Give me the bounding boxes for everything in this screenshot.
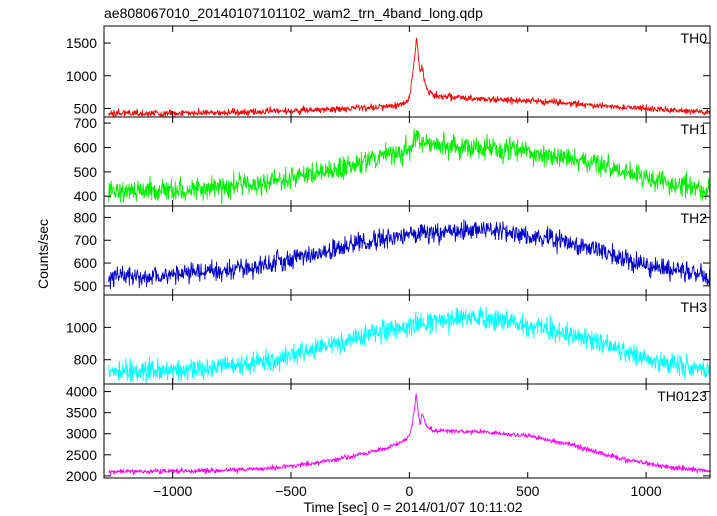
y-tick-label: 700 [74, 232, 98, 248]
y-tick-label: 400 [74, 188, 98, 204]
panel-th0: 500 1000 1500 TH0 [66, 25, 711, 118]
x-tick-label: −1000 [153, 483, 193, 499]
y-tick-label: 4000 [66, 384, 97, 400]
y-tick-label: 800 [74, 352, 98, 368]
y-tick-label: 500 [74, 278, 98, 294]
chart-panels: 500 1000 1500 TH0 400 500 600 700 TH1 500 600 700 80… [66, 25, 711, 499]
x-tick-label: 1000 [631, 483, 662, 499]
panel-label: TH0 [681, 30, 708, 46]
y-tick-label: 2500 [66, 447, 97, 463]
series-line-th0 [108, 37, 710, 117]
chart-title: ae808067010_20140107101102_wam2_trn_4ban… [104, 5, 483, 21]
panel-label: TH3 [681, 299, 708, 315]
y-tick-label: 700 [74, 115, 98, 131]
panel-frame [103, 116, 711, 207]
panel-th1: 400 500 600 700 TH1 [74, 115, 711, 207]
y-tick-label: 600 [74, 255, 98, 271]
y-tick-label: 800 [74, 209, 98, 225]
y-axis-label: Counts/sec [35, 219, 51, 289]
x-tick-label: −500 [275, 483, 307, 499]
series-line-th1 [108, 128, 710, 205]
y-tick-label: 1500 [66, 35, 97, 51]
panel-th2: 500 600 700 800 TH2 [74, 205, 711, 296]
panel-frame [103, 383, 711, 479]
y-tick-label: 3000 [66, 426, 97, 442]
x-axis-label: Time [sec] 0 = 2014/01/07 10:11:02 [303, 499, 522, 515]
y-tick-label: 500 [74, 164, 98, 180]
x-tick-label: 500 [516, 483, 540, 499]
y-tick-label: 3500 [66, 405, 97, 421]
y-tick-label: 500 [74, 100, 98, 116]
panel-label: TH0123 [657, 388, 707, 404]
panel-frame [103, 25, 711, 118]
y-tick-label: 1000 [66, 319, 97, 335]
y-tick-label: 1000 [66, 68, 97, 84]
series-line-th0123 [108, 393, 710, 476]
series-line-th2 [108, 219, 710, 290]
y-tick-label: 2000 [66, 468, 97, 484]
panel-th3: 800 1000 TH3 [66, 294, 711, 385]
x-tick-label: 0 [405, 483, 413, 499]
panel-th0123: 2000 2500 3000 3500 4000 TH0123 [66, 383, 711, 484]
panel-label: TH1 [681, 121, 708, 137]
panel-label: TH2 [681, 210, 708, 226]
series-line-th3 [108, 306, 710, 384]
y-tick-label: 600 [74, 139, 98, 155]
